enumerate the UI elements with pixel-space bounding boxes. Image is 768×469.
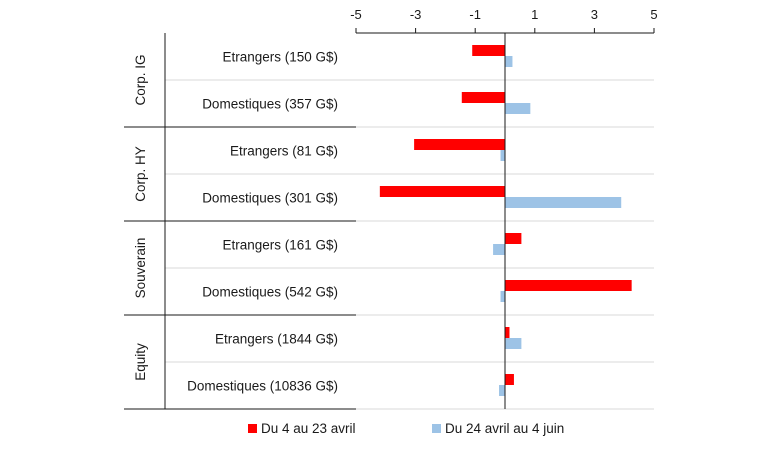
- bar: [493, 244, 505, 255]
- bar: [500, 150, 505, 161]
- bar: [500, 291, 505, 302]
- bar: [499, 385, 505, 396]
- x-tick-label: 3: [591, 7, 598, 22]
- bar: [505, 374, 514, 385]
- bar: [505, 338, 522, 349]
- category-labels: Etrangers (150 G$) Domestiques (357 G$) Et…: [187, 50, 338, 394]
- legend-swatch: [248, 424, 257, 433]
- x-tick-label: 1: [531, 7, 538, 22]
- bar: [505, 103, 531, 114]
- category-label: Domestiques (357 G$): [202, 97, 338, 112]
- bar: [505, 56, 513, 67]
- legend: Du 4 au 23 avril Du 24 avril au 4 juin: [248, 421, 564, 436]
- bar: [379, 186, 505, 197]
- category-label: Etrangers (81 G$): [230, 144, 338, 159]
- group-label: Corp. HY: [133, 146, 148, 202]
- category-label: Etrangers (161 G$): [222, 238, 338, 253]
- x-tick-label: -1: [469, 7, 481, 22]
- group-label: Corp. IG: [133, 54, 148, 105]
- bar: [461, 92, 505, 103]
- category-label: Domestiques (10836 G$): [187, 379, 338, 394]
- bar: [505, 327, 510, 338]
- group-label: Souverain: [133, 238, 148, 299]
- x-axis: -5 -3 -1 1 3 5: [350, 7, 658, 409]
- legend-label: Du 4 au 23 avril: [261, 421, 356, 436]
- bar: [505, 280, 632, 291]
- x-tick-label: -3: [410, 7, 422, 22]
- group-labels: Corp. IG Corp. HY Souverain Equity: [133, 54, 148, 380]
- bar: [414, 139, 505, 150]
- legend-swatch: [432, 424, 441, 433]
- bar: [505, 197, 622, 208]
- category-label: Etrangers (1844 G$): [215, 332, 338, 347]
- bar: [505, 233, 522, 244]
- legend-label: Du 24 avril au 4 juin: [445, 421, 564, 436]
- grid-layer: [124, 33, 654, 410]
- category-label: Domestiques (542 G$): [202, 285, 338, 300]
- x-tick-label: -5: [350, 7, 362, 22]
- category-label: Domestiques (301 G$): [202, 191, 338, 206]
- group-label: Equity: [133, 343, 148, 381]
- category-label: Etrangers (150 G$): [222, 50, 338, 65]
- bar: [472, 45, 505, 56]
- x-tick-label: 5: [650, 7, 657, 22]
- bars-layer: [379, 45, 632, 396]
